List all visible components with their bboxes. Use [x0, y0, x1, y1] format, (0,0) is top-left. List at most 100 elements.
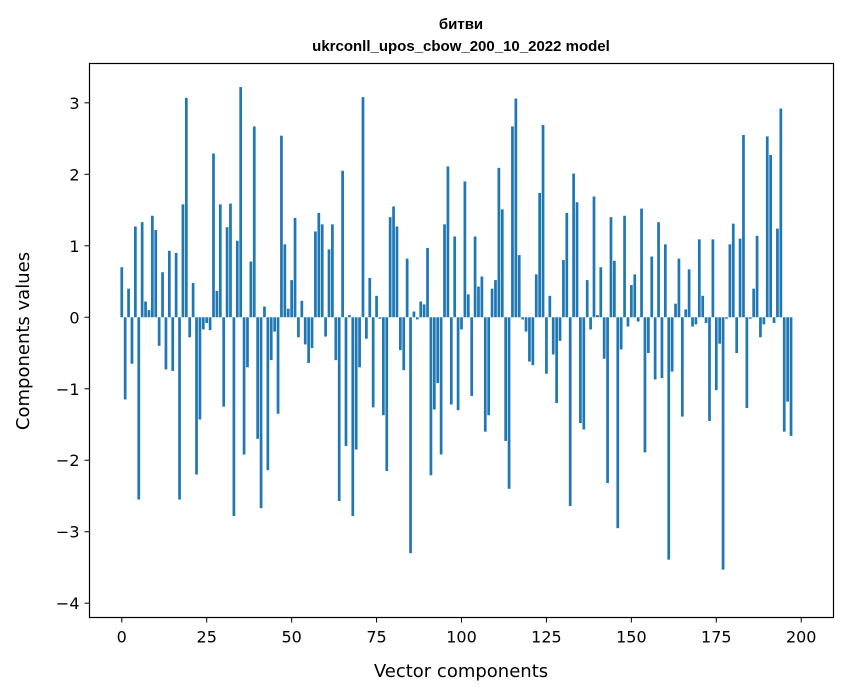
bar-40 — [256, 317, 260, 439]
bar-153 — [640, 208, 643, 318]
y-tick-label: 2 — [69, 165, 79, 184]
bar-18 — [181, 204, 185, 318]
bar-34 — [235, 240, 239, 318]
bar-175 — [714, 317, 718, 391]
bar-25 — [205, 317, 209, 323]
x-tick-label: 150 — [616, 628, 647, 647]
bar-108 — [487, 317, 491, 416]
x-tick-label: 100 — [446, 628, 477, 647]
bar-177 — [721, 317, 725, 570]
bar-179 — [728, 244, 732, 318]
bar-69 — [354, 317, 358, 450]
bar-17 — [178, 317, 181, 500]
bar-68 — [351, 317, 355, 516]
bar-191 — [769, 154, 773, 318]
bar-43 — [266, 317, 270, 471]
bar-84 — [405, 258, 409, 318]
bar-149 — [626, 317, 630, 327]
bar-62 — [331, 224, 334, 318]
x-tick-label: 175 — [701, 628, 732, 647]
bar-73 — [368, 277, 372, 318]
bar-126 — [548, 295, 552, 318]
bar-54 — [303, 317, 307, 345]
bar-105 — [477, 286, 480, 318]
bar-186 — [752, 288, 756, 318]
x-tick-label: 75 — [366, 628, 386, 647]
bar-44 — [269, 317, 273, 361]
bar-148 — [623, 215, 626, 318]
bar-114 — [507, 317, 511, 489]
bar-99 — [456, 317, 460, 411]
bar-196 — [786, 317, 789, 402]
bar-66 — [344, 317, 348, 446]
bar-155 — [646, 317, 650, 354]
bar-187 — [755, 235, 759, 318]
bar-15 — [171, 317, 175, 371]
bar-51 — [293, 217, 297, 318]
y-tick-label: −2 — [56, 451, 80, 470]
bar-158 — [657, 222, 660, 318]
bar-106 — [480, 276, 484, 318]
bar-109 — [490, 288, 494, 318]
bar-145 — [613, 260, 616, 318]
bar-56 — [310, 317, 314, 349]
bar-33 — [232, 317, 236, 516]
bar-135 — [579, 317, 582, 424]
bar-26 — [208, 317, 212, 331]
bar-87 — [415, 317, 419, 320]
bar-181 — [735, 317, 739, 354]
bar-166 — [684, 309, 688, 318]
bar-139 — [592, 196, 596, 318]
bar-159 — [660, 317, 664, 379]
bar-124 — [541, 124, 545, 318]
bar-197 — [789, 317, 793, 436]
y-axis-label: Components values — [13, 252, 34, 430]
bar-76 — [378, 317, 382, 319]
bar-89 — [422, 304, 426, 318]
bar-151 — [633, 274, 637, 318]
x-tick-label: 200 — [786, 628, 817, 647]
bar-8 — [147, 310, 151, 318]
bar-27 — [212, 153, 215, 318]
bar-128 — [555, 317, 558, 404]
bar-129 — [558, 317, 562, 341]
bar-107 — [483, 317, 487, 432]
bar-190 — [765, 136, 769, 318]
bar-10 — [154, 230, 158, 318]
bar-88 — [419, 301, 423, 318]
bar-72 — [365, 317, 368, 339]
bar-50 — [290, 280, 293, 318]
x-axis-ticks: 0 25 50 75 100 125 150 175 200 — [117, 617, 817, 647]
bar-113 — [504, 317, 508, 441]
y-tick-label: −1 — [56, 380, 80, 399]
bar-9 — [150, 215, 154, 318]
bar-28 — [215, 290, 219, 318]
bar-174 — [711, 239, 715, 318]
bar-164 — [677, 258, 681, 318]
bar-96 — [446, 166, 450, 318]
bar-64 — [337, 317, 341, 501]
bar-36 — [242, 317, 246, 455]
bar-85 — [409, 317, 412, 554]
bar-29 — [218, 204, 222, 318]
bar-41 — [259, 317, 263, 509]
bar-58 — [317, 212, 321, 318]
bar-39 — [252, 126, 256, 318]
bar-103 — [470, 317, 474, 396]
bar-91 — [429, 317, 433, 476]
bar-147 — [619, 317, 623, 350]
bar-90 — [426, 247, 429, 318]
bar-37 — [246, 317, 249, 368]
bar-2 — [127, 288, 130, 318]
bar-189 — [762, 317, 766, 325]
bar-94 — [439, 317, 443, 455]
bar-118 — [521, 317, 525, 320]
bar-116 — [514, 98, 518, 318]
bar-12 — [161, 272, 164, 318]
bar-63 — [334, 317, 338, 361]
bar-173 — [708, 317, 711, 421]
bar-167 — [687, 269, 691, 318]
bar-172 — [704, 317, 708, 323]
x-tick-label: 50 — [281, 628, 301, 647]
bar-100 — [460, 317, 463, 330]
